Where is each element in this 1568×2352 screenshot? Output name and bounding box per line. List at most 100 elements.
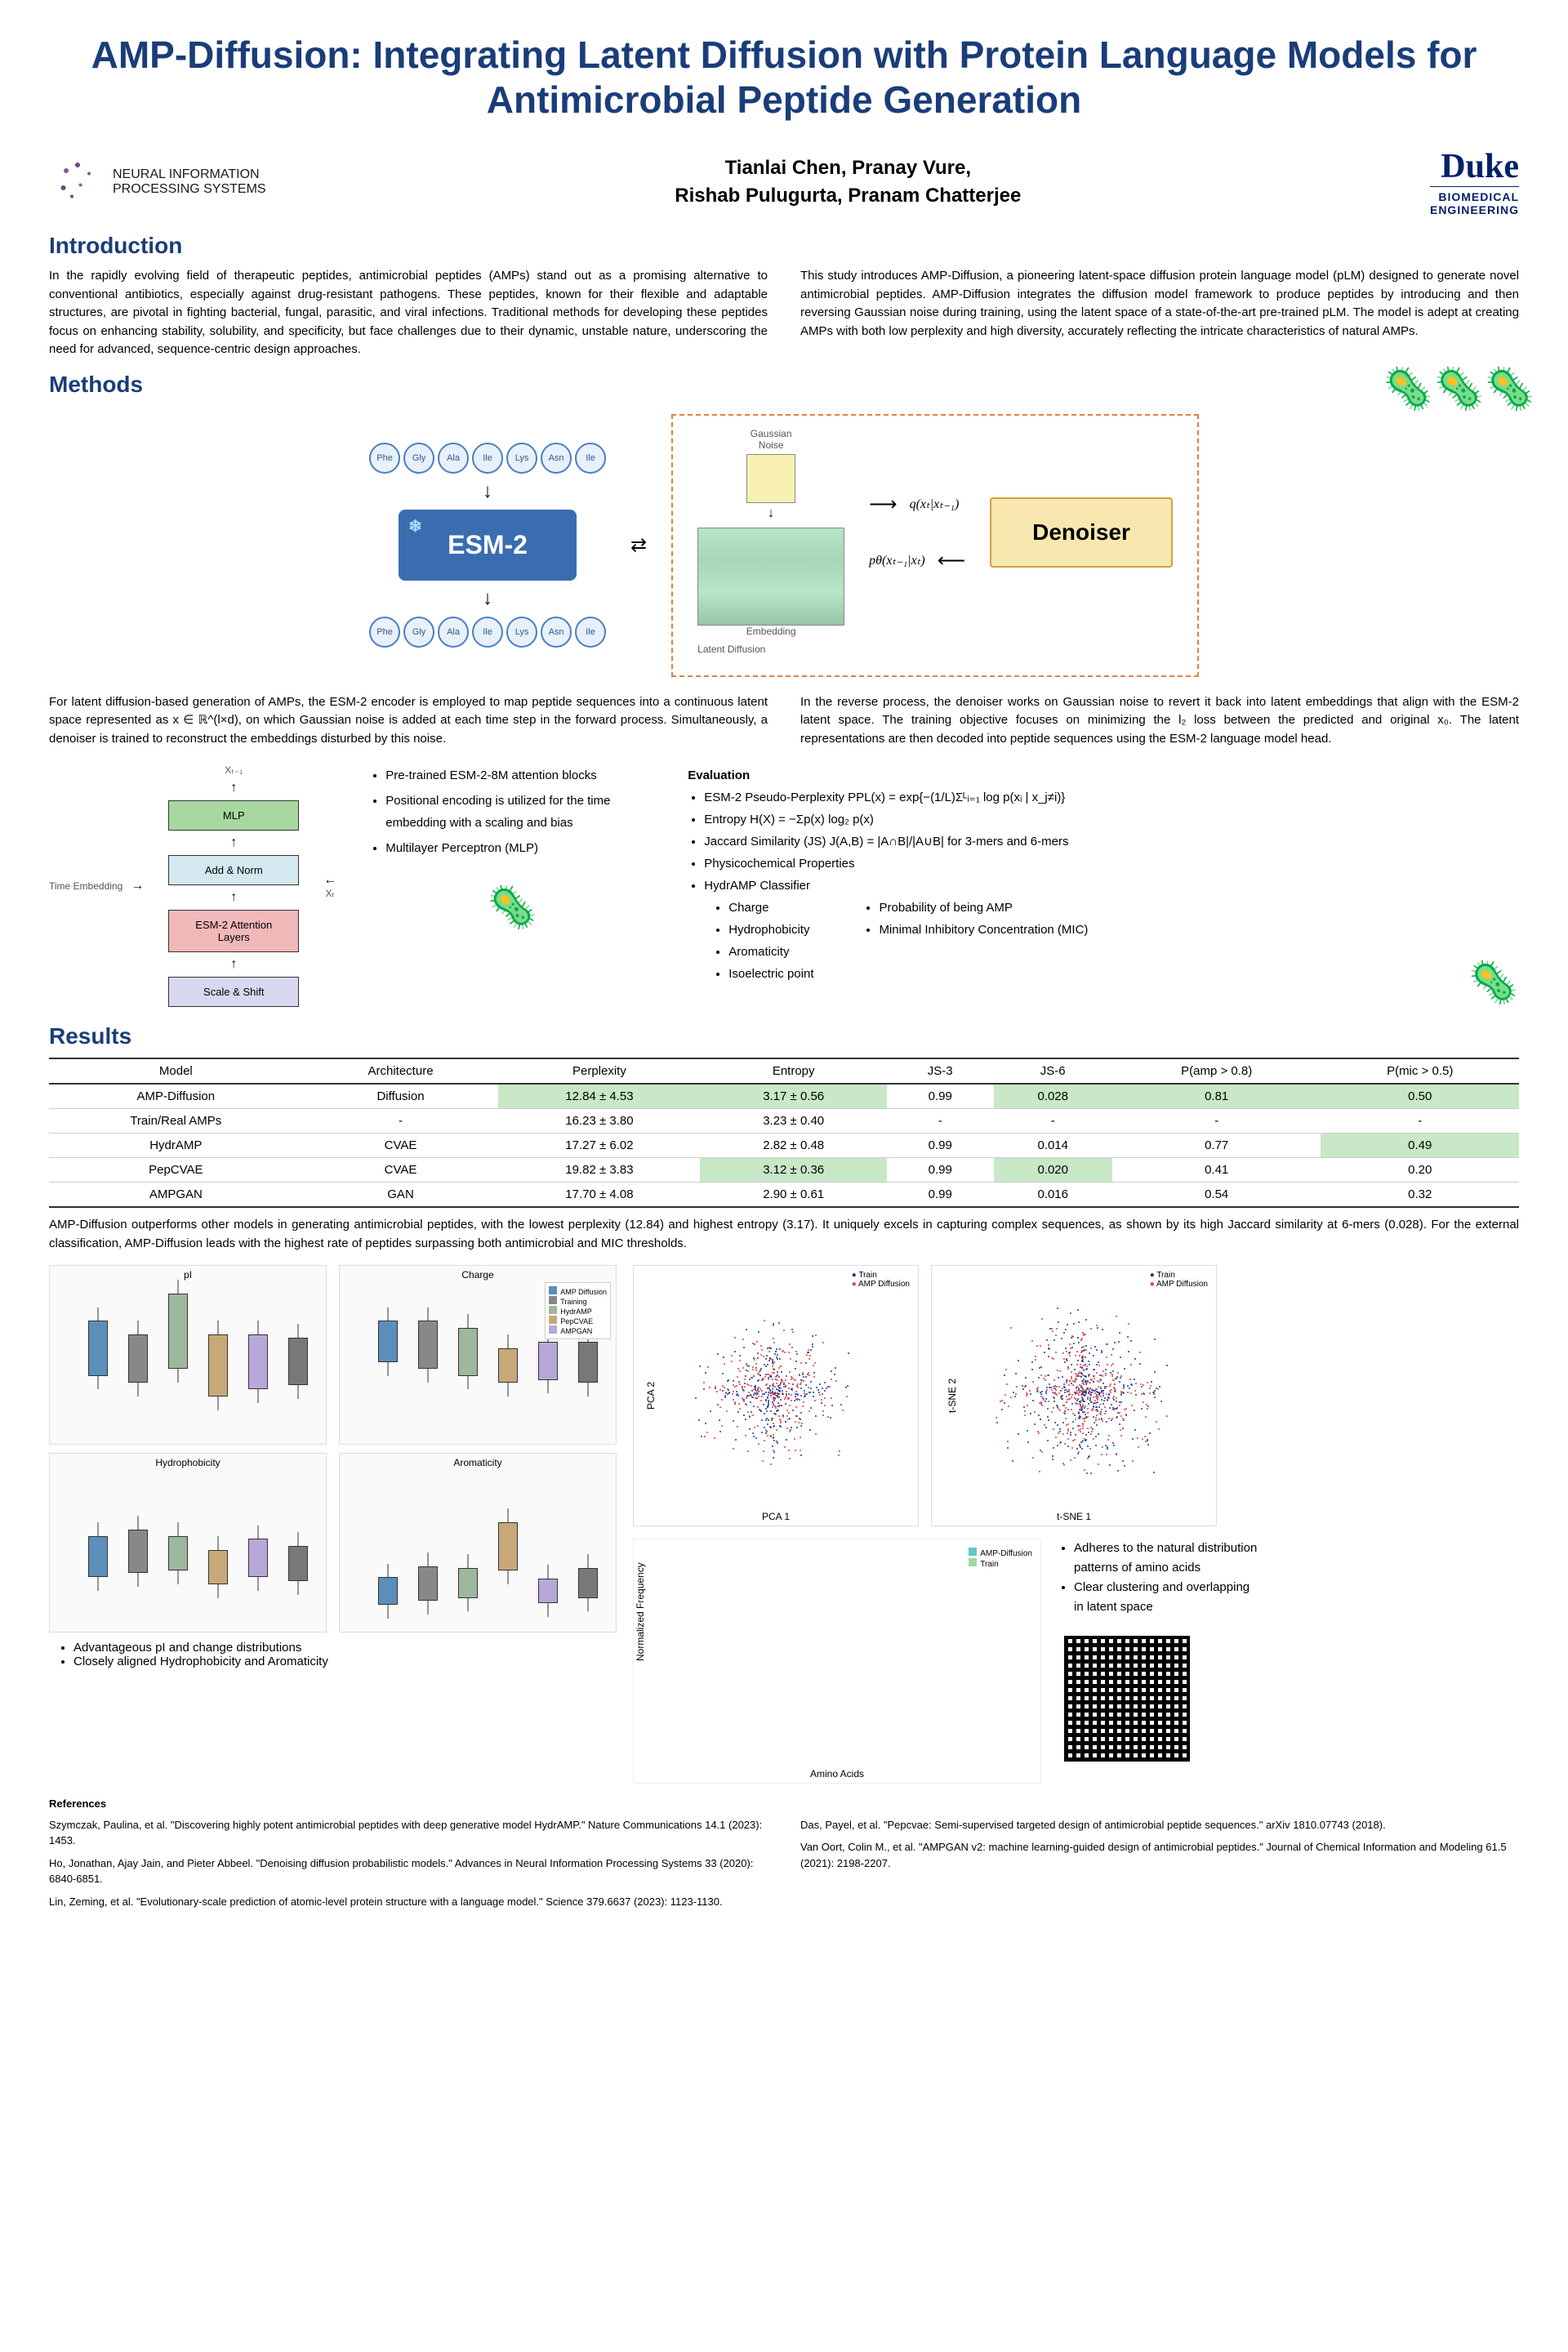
refs-right-col: Das, Payel, et al. "Pepcvae: Semi-superv… xyxy=(800,1817,1519,1917)
results-table: ModelArchitecturePerplexityEntropyJS-3JS… xyxy=(49,1058,1519,1208)
poster-title: AMP-Diffusion: Integrating Latent Diffus… xyxy=(49,33,1519,122)
box-item xyxy=(128,1286,148,1423)
esm-label: ESM-2 xyxy=(448,530,528,559)
box-item xyxy=(248,1474,268,1611)
boxplot-title: Aromaticity xyxy=(453,1457,501,1468)
arrow-up-icon: ↑ xyxy=(230,957,237,972)
box-item xyxy=(378,1474,398,1611)
aa-circle: Asn xyxy=(541,617,572,648)
boxplot-content xyxy=(78,1286,318,1423)
table-cell: 17.27 ± 6.02 xyxy=(498,1134,700,1158)
nips-dots-icon xyxy=(49,154,106,211)
box-item xyxy=(418,1286,438,1423)
bullet-item: Aromaticity xyxy=(728,941,813,963)
results-heading: Results xyxy=(49,1023,1519,1049)
arrow-up-icon: ↑ xyxy=(230,781,237,795)
box-item xyxy=(418,1474,438,1611)
classifier-list: Probability of being AMPMinimal Inhibito… xyxy=(862,897,1088,985)
aa-circle: Lys xyxy=(506,443,537,474)
aa-circle: Ile xyxy=(575,617,606,648)
table-header: P(mic > 0.5) xyxy=(1321,1058,1519,1084)
box-item xyxy=(538,1474,558,1611)
results-summary: AMP-Diffusion outperforms other models i… xyxy=(49,1216,1519,1253)
arrow-bidir-icon: ⇄ xyxy=(630,533,647,557)
table-cell: - xyxy=(994,1109,1112,1134)
table-row: Train/Real AMPs-16.23 ± 3.803.23 ± 0.40-… xyxy=(49,1109,1519,1134)
box-item xyxy=(378,1286,398,1423)
table-cell: - xyxy=(887,1109,994,1134)
table-cell: 16.23 ± 3.80 xyxy=(498,1109,700,1134)
microbe-icon: 🦠 xyxy=(369,884,655,932)
esm2-box: ❄ ESM-2 xyxy=(399,510,577,581)
attention-box: ESM-2 Attention Layers xyxy=(168,910,299,952)
nips-label: NEURAL INFORMATION PROCESSING SYSTEMS xyxy=(113,167,266,197)
table-cell: 19.82 ± 3.83 xyxy=(498,1158,700,1183)
xt-label: Xₜ xyxy=(325,888,335,899)
box-item xyxy=(168,1474,188,1611)
noise-box xyxy=(746,454,795,503)
bullet-item: Charge xyxy=(728,897,813,919)
aa-circle: Lys xyxy=(506,617,537,648)
arrow-right-icon: ⟶ xyxy=(869,492,897,516)
boxplot-pi: pI xyxy=(49,1265,327,1445)
table-header: JS-3 xyxy=(887,1058,994,1084)
table-cell: 0.81 xyxy=(1112,1084,1321,1109)
architecture-row: Time Embedding → Xₜ₋₁ ↑ MLP ↑ Add & Norm… xyxy=(49,764,1519,1007)
eval-sub-bullets: ChargeHydrophobicityAromaticityIsoelectr… xyxy=(688,897,1435,985)
table-header: P(amp > 0.8) xyxy=(1112,1058,1321,1084)
boxplot-notes: Advantageous pI and change distributions… xyxy=(49,1641,617,1668)
x-t-1-label: Xₜ₋₁ xyxy=(225,764,243,776)
axis-label-x: PCA 1 xyxy=(762,1511,790,1522)
table-cell: Train/Real AMPs xyxy=(49,1109,303,1134)
boxplot-charge: ChargeAMP DiffusionTrainingHydrAMPPepCVA… xyxy=(339,1265,617,1445)
axis-label-y: t-SNE 2 xyxy=(947,1379,958,1413)
arrow-down-icon: ↓ xyxy=(768,506,774,521)
table-header: Entropy xyxy=(700,1058,887,1084)
header-row: NEURAL INFORMATION PROCESSING SYSTEMS Ti… xyxy=(49,147,1519,216)
table-cell: AMP-Diffusion xyxy=(49,1084,303,1109)
aa-circle: Ala xyxy=(438,617,469,648)
scatter-legend: ● Train● AMP Diffusion xyxy=(852,1271,910,1289)
bullet-item: HydrAMP Classifier xyxy=(704,875,1435,897)
boxplot-content xyxy=(78,1474,318,1611)
arrow-up-icon: ↑ xyxy=(230,835,237,850)
arrow-down-icon: ↓ xyxy=(483,480,492,503)
table-cell: HydrAMP xyxy=(49,1134,303,1158)
box-item xyxy=(208,1286,228,1423)
table-cell: 0.50 xyxy=(1321,1084,1519,1109)
side-notes: Adheres to the natural distribution patt… xyxy=(1058,1539,1262,1617)
scale-shift-box: Scale & Shift xyxy=(168,977,299,1007)
aa-circle: Phe xyxy=(369,443,400,474)
box-item xyxy=(288,1286,308,1423)
eval-heading: Evaluation xyxy=(688,764,1435,786)
bullet-item: Minimal Inhibitory Concentration (MIC) xyxy=(879,919,1088,941)
box-item xyxy=(458,1474,478,1611)
aa-circle: Ile xyxy=(472,443,503,474)
intro-right: This study introduces AMP-Diffusion, a p… xyxy=(800,267,1519,359)
table-cell: PepCVAE xyxy=(49,1158,303,1183)
references-heading: References xyxy=(49,1796,1519,1812)
table-cell: 0.016 xyxy=(994,1183,1112,1208)
table-header: Architecture xyxy=(303,1058,499,1084)
intro-columns: In the rapidly evolving field of therape… xyxy=(49,267,1519,359)
intro-left: In the rapidly evolving field of therape… xyxy=(49,267,768,359)
axis-label-y: PCA 2 xyxy=(645,1382,657,1410)
mlp-box: MLP xyxy=(168,800,299,831)
duke-logo: Duke BIOMEDICAL ENGINEERING xyxy=(1430,147,1519,216)
table-cell: 3.17 ± 0.56 xyxy=(700,1084,887,1109)
table-cell: 0.99 xyxy=(887,1183,994,1208)
table-header: Perplexity xyxy=(498,1058,700,1084)
table-row: HydrAMPCVAE17.27 ± 6.022.82 ± 0.480.990.… xyxy=(49,1134,1519,1158)
noise-label: Gaussian Noise xyxy=(751,428,792,451)
authors-line1: Tianlai Chen, Pranay Vure, xyxy=(675,154,1021,182)
table-cell: 0.020 xyxy=(994,1158,1112,1183)
methods-text: For latent diffusion-based generation of… xyxy=(49,693,1519,749)
boxplot-content xyxy=(368,1474,608,1611)
table-cell: CVAE xyxy=(303,1158,499,1183)
table-row: PepCVAECVAE19.82 ± 3.833.12 ± 0.360.990.… xyxy=(49,1158,1519,1183)
bullet-item: Multilayer Perceptron (MLP) xyxy=(385,837,655,859)
table-cell: CVAE xyxy=(303,1134,499,1158)
bullet-item: Pre-trained ESM-2-8M attention blocks xyxy=(385,764,655,786)
nips-logo: NEURAL INFORMATION PROCESSING SYSTEMS xyxy=(49,154,266,211)
boxplot-title: Charge xyxy=(461,1269,493,1281)
